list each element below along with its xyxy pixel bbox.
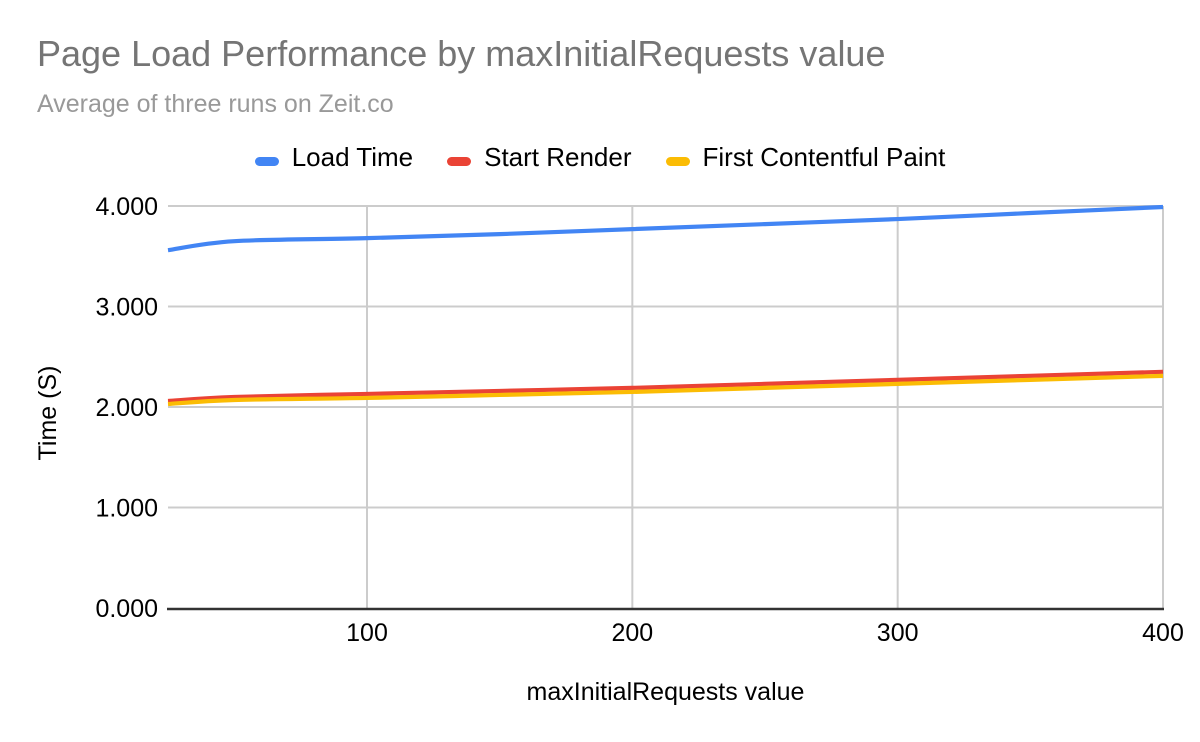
chart-title: Page Load Performance by maxInitialReque… xyxy=(37,33,886,74)
y-tick-label-1.000: 1.000 xyxy=(95,495,158,523)
legend-item-load-time: Load Time xyxy=(254,142,414,173)
legend-label-start-render: Start Render xyxy=(484,142,632,172)
legend-swatch-start-render xyxy=(447,157,472,166)
y-tick-label-4.000: 4.000 xyxy=(95,193,158,221)
y-axis-title: Time (S) xyxy=(34,366,62,461)
legend: Load Time Start Render First Contentful … xyxy=(0,142,1200,173)
legend-swatch-first-contentful-paint xyxy=(665,157,690,166)
legend-item-first-contentful-paint: First Contentful Paint xyxy=(665,142,946,173)
legend-label-first-contentful-paint: First Contentful Paint xyxy=(702,142,946,172)
chart-subtitle: Average of three runs on Zeit.co xyxy=(37,90,394,118)
x-axis-title: maxInitialRequests value xyxy=(527,678,805,706)
y-tick-label-3.000: 3.000 xyxy=(95,294,158,322)
series-line-start-render xyxy=(167,369,1164,404)
y-tick-label-0.000: 0.000 xyxy=(95,595,158,623)
legend-item-start-render: Start Render xyxy=(447,142,632,173)
x-tick-label-200: 200 xyxy=(611,619,653,647)
y-tick-label-2.000: 2.000 xyxy=(95,394,158,422)
x-tick-label-300: 300 xyxy=(877,619,919,647)
legend-label-load-time: Load Time xyxy=(291,142,414,172)
legend-swatch-load-time xyxy=(254,157,279,166)
x-tick-label-100: 100 xyxy=(346,619,388,647)
series-line-load-time xyxy=(167,204,1164,253)
series-line-first-contentful-paint xyxy=(167,373,1164,407)
x-tick-label-400: 400 xyxy=(1142,619,1184,647)
